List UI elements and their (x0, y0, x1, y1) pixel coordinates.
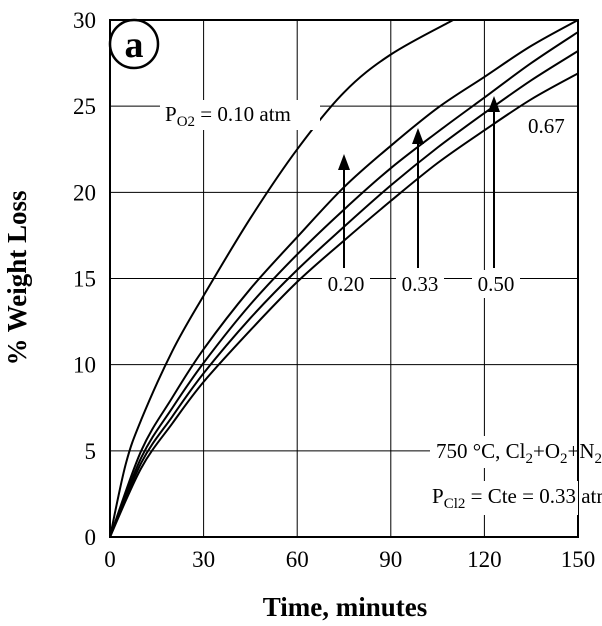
y-tick-label: 25 (73, 94, 96, 119)
series-line-4 (109, 50, 579, 538)
plot-frame (109, 19, 579, 538)
axis-ticks: 0 30 60 90 120 150 0 5 10 15 20 25 30 (73, 8, 595, 572)
x-tick-label: 0 (104, 547, 116, 572)
x-axis-title: Time, minutes (263, 592, 428, 622)
label-033: 0.33 (402, 272, 439, 296)
series-line-2 (109, 19, 579, 538)
x-tick-label: 60 (286, 547, 309, 572)
series-line-3 (109, 31, 579, 538)
y-tick-label: 20 (73, 180, 96, 205)
pcl2-bg (426, 481, 578, 515)
label-033-bg (396, 270, 444, 298)
conditions-bg (430, 436, 576, 468)
arrow-020 (338, 154, 350, 268)
x-tick-label: 150 (561, 547, 596, 572)
x-tick-label: 90 (379, 547, 402, 572)
y-tick-label: 30 (73, 8, 96, 33)
y-axis-title: % Weight Loss (2, 190, 32, 365)
label-020: 0.20 (328, 272, 365, 296)
x-tick-label: 120 (467, 547, 502, 572)
x-tick-label: 30 (192, 547, 215, 572)
po2-label-bg (160, 100, 320, 130)
panel-label-circle (108, 18, 160, 70)
y-tick-label: 0 (85, 525, 97, 550)
po2-label: PO2 = 0.10 atm (165, 102, 291, 130)
label-067: 0.67 (528, 114, 565, 138)
label-050-bg (472, 270, 520, 298)
series-line-1 (109, 19, 454, 538)
y-tick-label: 5 (85, 439, 97, 464)
y-tick-label: 15 (73, 267, 96, 292)
series-line-5 (109, 72, 579, 538)
arrow-033 (412, 128, 424, 268)
label-020-bg (322, 270, 370, 298)
panel-label: a (125, 24, 144, 66)
series-curves (109, 19, 579, 538)
label-050: 0.50 (478, 272, 515, 296)
y-tick-label: 10 (73, 353, 96, 378)
pcl2-label: PCl2 = Cte = 0.33 atm (432, 484, 602, 512)
label-067-bg (522, 114, 572, 140)
arrow-050 (488, 96, 500, 268)
conditions-label: 750 °C, Cl2+O2+N2 (436, 439, 602, 467)
